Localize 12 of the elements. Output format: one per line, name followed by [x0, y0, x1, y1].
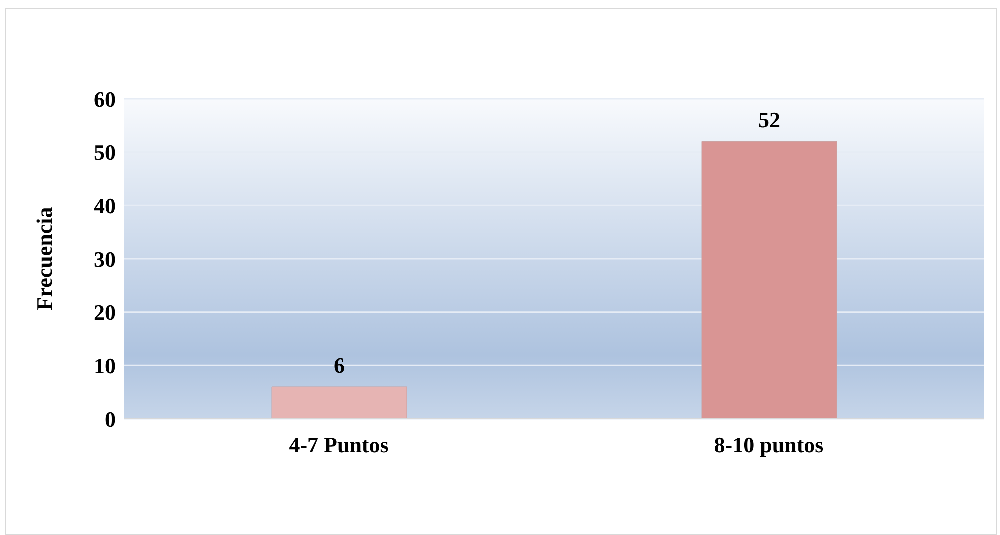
x-tick-label: 4-7 Puntos: [289, 432, 390, 458]
y-tick-label: 10: [94, 353, 116, 378]
y-tick-label: 50: [94, 140, 116, 166]
y-tick-label: 20: [94, 300, 116, 326]
y-tick-label: 0: [105, 406, 116, 432]
x-tick-label: 8-10 puntos: [714, 432, 824, 458]
data-label: 52: [758, 108, 780, 133]
y-tick-label: 40: [94, 193, 116, 218]
data-label: 6: [334, 353, 345, 378]
y-axis-title: Frecuencia: [32, 207, 57, 311]
y-tick-label: 30: [94, 246, 116, 272]
y-tick-label: 60: [94, 86, 116, 112]
